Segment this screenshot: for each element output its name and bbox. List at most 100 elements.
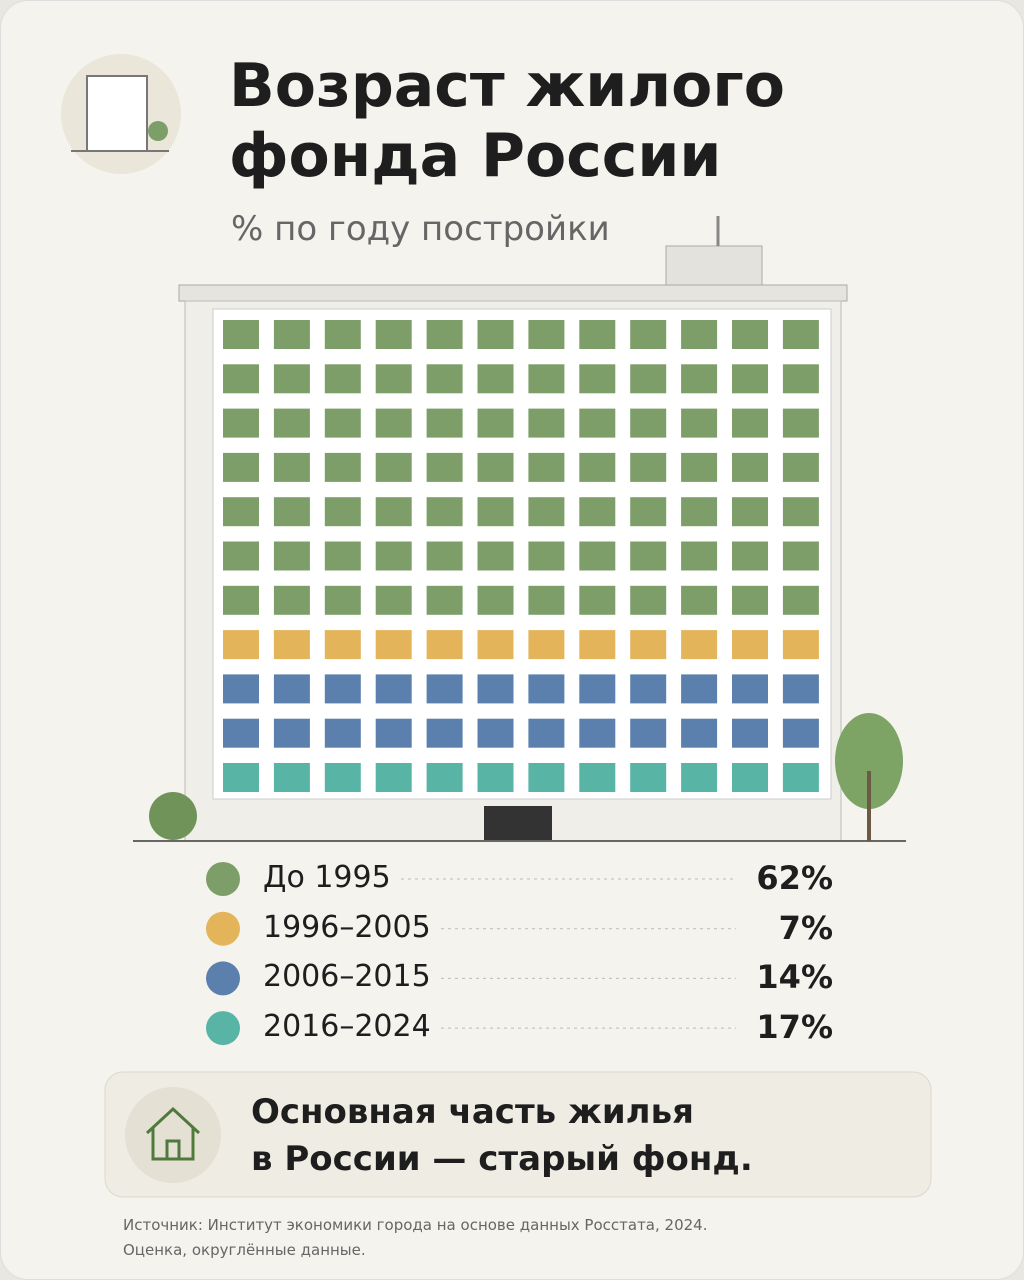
window (475, 628, 516, 662)
window (628, 450, 669, 484)
window (322, 539, 363, 573)
window (679, 628, 720, 662)
window (628, 672, 669, 706)
icon-tree (148, 121, 168, 141)
window (424, 761, 465, 794)
window (577, 406, 618, 440)
source: Источник: Институт экономики города на о… (123, 1216, 708, 1234)
window (424, 495, 465, 529)
window (373, 318, 414, 351)
tree (835, 713, 903, 809)
window (628, 628, 669, 662)
window (221, 716, 261, 750)
window (322, 362, 363, 396)
window (221, 362, 261, 396)
window (780, 672, 821, 706)
window (780, 539, 821, 573)
window (628, 318, 669, 351)
window (679, 583, 720, 617)
window (373, 628, 414, 662)
window (424, 539, 465, 573)
icon-building (86, 75, 148, 152)
window (424, 628, 465, 662)
window (526, 539, 567, 573)
window (526, 362, 567, 396)
window (424, 318, 465, 351)
window (730, 495, 770, 529)
legend-label: 2006–2015 (263, 959, 439, 995)
window (475, 406, 516, 440)
window (628, 716, 669, 750)
window (221, 495, 261, 529)
value-label: 62% (756, 859, 833, 897)
window (271, 672, 312, 706)
window (577, 583, 618, 617)
callout: Основная часть жилья в России — старый ф… (251, 1089, 753, 1183)
window (322, 761, 363, 794)
window (424, 716, 465, 750)
window (271, 583, 312, 617)
window (475, 495, 516, 529)
window (373, 450, 414, 484)
value-label: 17% (756, 1008, 833, 1047)
window (628, 539, 669, 573)
window (628, 362, 669, 396)
window (475, 539, 516, 573)
window-group (221, 672, 821, 750)
window (577, 539, 618, 573)
window (373, 583, 414, 617)
window (577, 450, 618, 484)
window (730, 716, 770, 750)
window (526, 672, 567, 706)
window (526, 716, 567, 750)
window (221, 318, 261, 351)
window (526, 450, 567, 484)
window (322, 716, 363, 750)
window-group (221, 318, 821, 617)
window (679, 716, 720, 750)
window (424, 583, 465, 617)
legend-dot (206, 911, 240, 946)
window (424, 672, 465, 706)
window (577, 761, 618, 794)
callout-box (104, 1071, 932, 1198)
title-line: Возраст жилого (229, 51, 785, 121)
window (730, 628, 770, 662)
window (679, 672, 720, 706)
window (577, 628, 618, 662)
window (271, 761, 312, 794)
bush (149, 792, 197, 840)
window (577, 495, 618, 529)
window (780, 716, 821, 750)
window (780, 362, 821, 396)
window (424, 450, 465, 484)
window (475, 583, 516, 617)
house-icon (145, 1106, 201, 1161)
window (577, 716, 618, 750)
window (373, 362, 414, 396)
window (730, 539, 770, 573)
window (271, 406, 312, 440)
window (373, 495, 414, 529)
legend-dot (206, 961, 240, 996)
value-label: 7% (778, 908, 833, 947)
window (526, 761, 567, 794)
window (679, 362, 720, 396)
window (780, 628, 821, 662)
window (628, 495, 669, 529)
window (271, 362, 312, 396)
window (322, 406, 363, 440)
window (780, 318, 821, 351)
window (730, 761, 770, 794)
window (271, 495, 312, 529)
window (730, 583, 770, 617)
window (526, 406, 567, 440)
window (780, 495, 821, 529)
window (679, 406, 720, 440)
window (475, 362, 516, 396)
roof (178, 284, 848, 302)
window (322, 318, 363, 351)
value-label: 14% (756, 958, 833, 997)
